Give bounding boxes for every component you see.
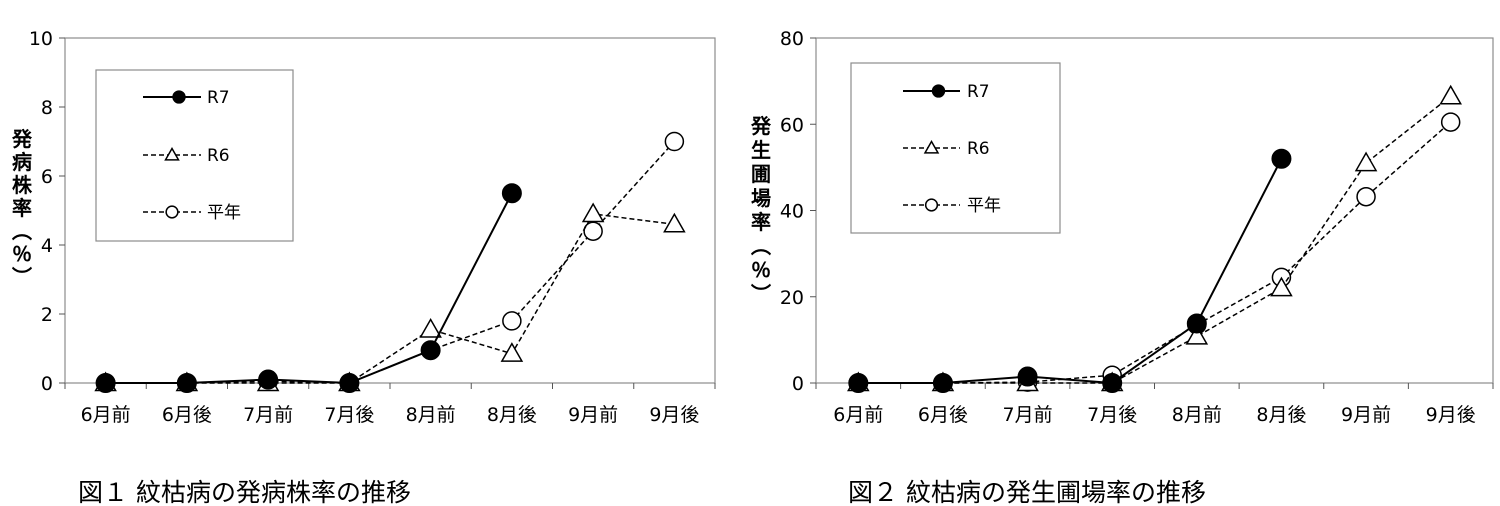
legend-entry: R6 <box>903 139 990 159</box>
series-line <box>105 192 513 385</box>
legend-entry: R7 <box>143 88 230 108</box>
data-point <box>501 183 522 204</box>
x-tick-label: 8月前 <box>406 404 456 426</box>
legend-marker <box>931 84 946 98</box>
legend-entry: R7 <box>903 82 990 102</box>
series-R7 <box>95 183 522 393</box>
data-point <box>1102 373 1123 393</box>
y-tick-label: 40 <box>780 201 804 223</box>
y-axis-label-char: 率 <box>12 196 32 220</box>
data-point <box>1017 366 1038 387</box>
data-point <box>500 342 524 362</box>
data-point <box>663 212 686 233</box>
x-tick-label: 6月前 <box>81 404 131 426</box>
y-tick-label: 0 <box>41 373 53 395</box>
data-point <box>95 373 116 393</box>
data-point <box>1186 313 1207 334</box>
y-axis-label-char: 病 <box>12 150 32 174</box>
y-axis-label-char: 率 <box>751 210 771 234</box>
data-point <box>258 369 279 390</box>
y-axis-label-char: ︵ <box>751 234 771 258</box>
data-point <box>339 373 360 393</box>
data-point <box>583 221 603 241</box>
x-tick-label: 7月前 <box>243 404 293 426</box>
data-point <box>664 131 685 152</box>
data-point <box>1440 112 1461 132</box>
legend: R7 R6 平年 <box>850 62 1061 234</box>
series-line <box>858 158 1283 385</box>
y-axis-label-char: ％ <box>12 242 32 266</box>
legend-label: R7 <box>207 88 230 108</box>
series-line <box>858 95 1452 384</box>
legend-entry: 平年 <box>143 203 241 223</box>
legend: R7 R6 平年 <box>95 69 294 242</box>
legend-label: R6 <box>207 146 230 166</box>
legend-marker <box>164 146 180 161</box>
legend-entry: 平年 <box>903 196 1001 216</box>
y-axis-label-char: ︶ <box>751 282 771 306</box>
y-axis-label-char: 発 <box>750 114 772 138</box>
y-tick-label: 60 <box>780 114 804 136</box>
y-tick-label: 6 <box>41 166 53 188</box>
x-tick-label: 7月後 <box>1087 404 1137 426</box>
legend-entry: R6 <box>143 146 230 166</box>
x-tick-label: 9月後 <box>649 404 699 426</box>
y-axis-label-char: 生 <box>751 138 771 162</box>
legend-marker <box>172 90 186 104</box>
x-tick-label: 8月後 <box>1256 404 1306 426</box>
x-tick-label: 7月後 <box>324 404 374 426</box>
x-tick-label: 6月後 <box>162 404 212 426</box>
legend-label: R7 <box>967 82 990 102</box>
legend-label: R6 <box>967 139 990 159</box>
data-point <box>1185 324 1209 345</box>
y-tick-label: 20 <box>780 287 804 309</box>
series-line <box>105 213 675 384</box>
legend-marker <box>924 198 939 212</box>
data-point <box>420 340 441 361</box>
data-point <box>1356 186 1376 207</box>
y-axis-label-char: ︶ <box>12 265 32 289</box>
x-tick-label: 6月前 <box>833 404 883 426</box>
x-tick-label: 9月前 <box>568 404 618 426</box>
data-point <box>1270 276 1293 297</box>
y-axis-label-char: ︵ <box>12 219 32 243</box>
y-axis-label-char: 発 <box>11 127 33 151</box>
x-tick-label: 7月前 <box>1003 404 1053 426</box>
chart-1: 0 2 4 6 8 10 6月前 6月後 7月前 7月後 8月前 8月後 9月前 9月後 発病株率︵％︶ R7… <box>11 28 716 506</box>
y-tick-label: 4 <box>41 235 53 257</box>
data-point <box>1271 148 1292 169</box>
data-point <box>932 373 953 393</box>
y-axis-label-char: 圃 <box>751 162 771 186</box>
y-tick-label: 2 <box>41 304 53 326</box>
chart-2: 0 20 40 60 80 6月前 6月後 7月前 7月後 8月前 8月後 9月前 9月後 発生圃場率︵％… <box>750 28 1494 506</box>
x-tick-label: 6月後 <box>918 404 968 426</box>
data-point <box>1354 151 1378 172</box>
legend-label: 平年 <box>207 203 241 223</box>
x-tick-label: 8月後 <box>487 404 537 426</box>
legend-marker <box>923 139 940 154</box>
data-point <box>419 318 442 338</box>
y-axis-label-char: ％ <box>751 258 771 282</box>
data-point <box>848 373 869 393</box>
figure-caption: 図１ 紋枯病の発病株率の推移 <box>78 478 411 506</box>
y-tick-label: 0 <box>792 373 804 395</box>
y-tick-label: 80 <box>780 28 804 50</box>
y-tick-label: 10 <box>29 28 53 50</box>
series-R7 <box>848 148 1292 393</box>
data-point <box>502 311 522 331</box>
y-tick-label: 8 <box>41 97 53 119</box>
figure-caption: 図２ 紋枯病の発生圃場率の推移 <box>848 478 1206 506</box>
y-axis-label-char: 場 <box>751 186 771 210</box>
data-point <box>176 373 197 393</box>
x-tick-label: 9月後 <box>1426 404 1476 426</box>
legend-label: 平年 <box>967 196 1001 216</box>
x-tick-label: 8月前 <box>1172 404 1222 426</box>
x-tick-label: 9月前 <box>1341 404 1391 426</box>
y-axis-label-char: 株 <box>12 173 33 197</box>
data-point <box>1439 84 1462 105</box>
data-point <box>581 202 605 223</box>
legend-marker <box>165 205 179 219</box>
